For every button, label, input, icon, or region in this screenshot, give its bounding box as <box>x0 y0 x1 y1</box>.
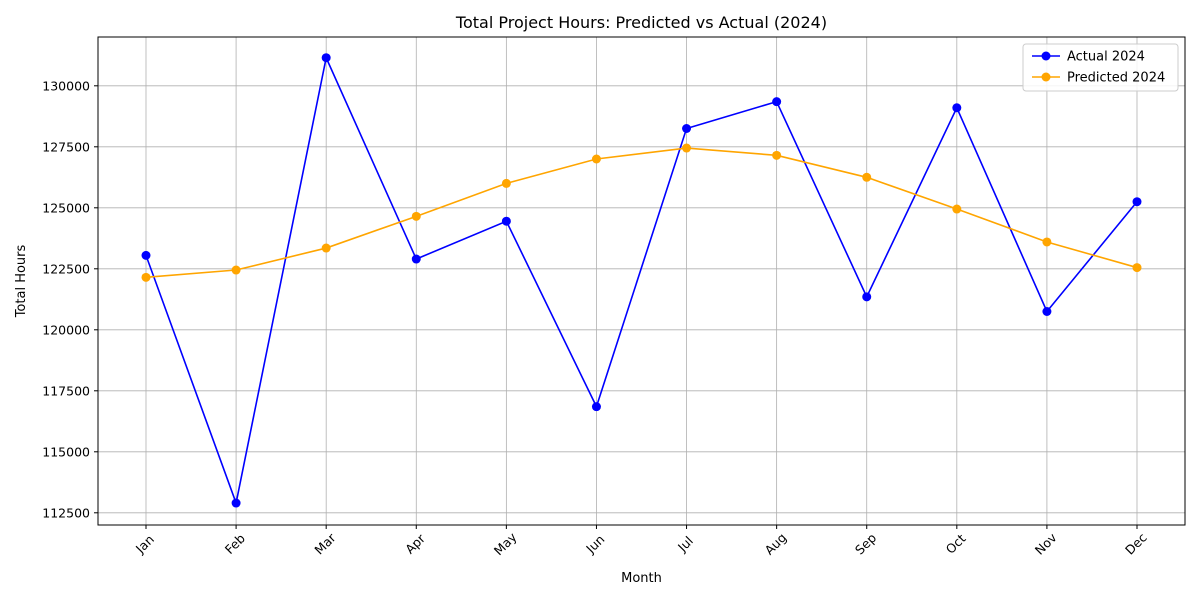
data-point <box>1132 263 1142 273</box>
y-tick-label: 117500 <box>42 383 90 398</box>
data-point <box>321 53 331 63</box>
y-tick-label: 125000 <box>42 200 90 215</box>
series-predicted <box>141 143 1142 282</box>
x-axis-label: Month <box>621 571 662 586</box>
legend-item: Predicted 2024 <box>1032 71 1165 86</box>
legend-label: Actual 2024 <box>1067 50 1145 65</box>
data-point <box>411 211 421 221</box>
data-point <box>1132 197 1142 207</box>
data-point <box>411 254 421 264</box>
y-tick-label: 122500 <box>42 261 90 276</box>
y-axis: 112500 115000 117500 120000 122500 125000 1275… <box>42 78 98 520</box>
series-line <box>145 147 1138 279</box>
data-point <box>591 154 601 164</box>
data-point <box>952 103 962 113</box>
legend-label: Predicted 2024 <box>1067 71 1165 86</box>
chart-title: Total Project Hours: Predicted vs Actual… <box>455 13 827 32</box>
data-point <box>231 265 241 275</box>
data-point <box>231 498 241 508</box>
data-point <box>591 402 601 412</box>
data-point <box>141 272 151 282</box>
data-point <box>772 97 782 107</box>
y-tick-label: 120000 <box>42 322 90 337</box>
series-actual <box>141 53 1142 508</box>
legend-box <box>1022 43 1179 92</box>
data-point <box>1042 237 1052 247</box>
series-layer <box>141 53 1142 508</box>
data-point <box>862 292 872 302</box>
y-tick-label: 112500 <box>42 505 90 520</box>
y-tick-label: 115000 <box>42 444 90 459</box>
y-tick-label: 130000 <box>42 78 90 93</box>
legend-marker <box>1041 72 1051 82</box>
data-point <box>501 178 511 188</box>
y-tick-label: 127500 <box>42 139 90 154</box>
data-point <box>862 172 872 182</box>
legend-item: Actual 2024 <box>1032 50 1145 65</box>
data-point <box>501 216 511 226</box>
data-point <box>1042 307 1052 316</box>
data-point <box>682 143 692 153</box>
plot-frame <box>97 36 1186 526</box>
data-point <box>682 124 692 133</box>
data-point <box>952 204 962 214</box>
data-point <box>321 243 331 253</box>
data-point <box>772 150 782 160</box>
y-axis-label: Total Hours <box>14 244 29 318</box>
data-point <box>141 250 151 260</box>
legend-marker <box>1041 51 1051 61</box>
legend: Actual 2024 Predicted 2024 <box>1022 43 1179 92</box>
series-line <box>145 55 1138 506</box>
